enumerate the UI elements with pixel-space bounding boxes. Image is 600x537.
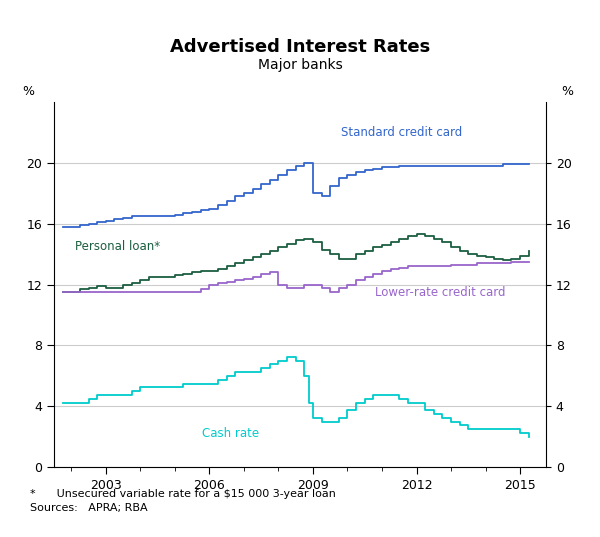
Text: *      Unsecured variable rate for a $15 000 3-year loan: * Unsecured variable rate for a $15 000 … xyxy=(30,489,336,499)
Text: Advertised Interest Rates: Advertised Interest Rates xyxy=(170,38,430,56)
Text: Lower-rate credit card: Lower-rate credit card xyxy=(375,286,506,299)
Text: Major banks: Major banks xyxy=(257,59,343,72)
Text: Cash rate: Cash rate xyxy=(202,427,260,440)
Text: %: % xyxy=(22,85,34,98)
Text: Personal loan*: Personal loan* xyxy=(75,240,160,253)
Text: %: % xyxy=(561,85,573,98)
Text: Standard credit card: Standard credit card xyxy=(341,126,462,139)
Text: Sources:   APRA; RBA: Sources: APRA; RBA xyxy=(30,503,148,513)
